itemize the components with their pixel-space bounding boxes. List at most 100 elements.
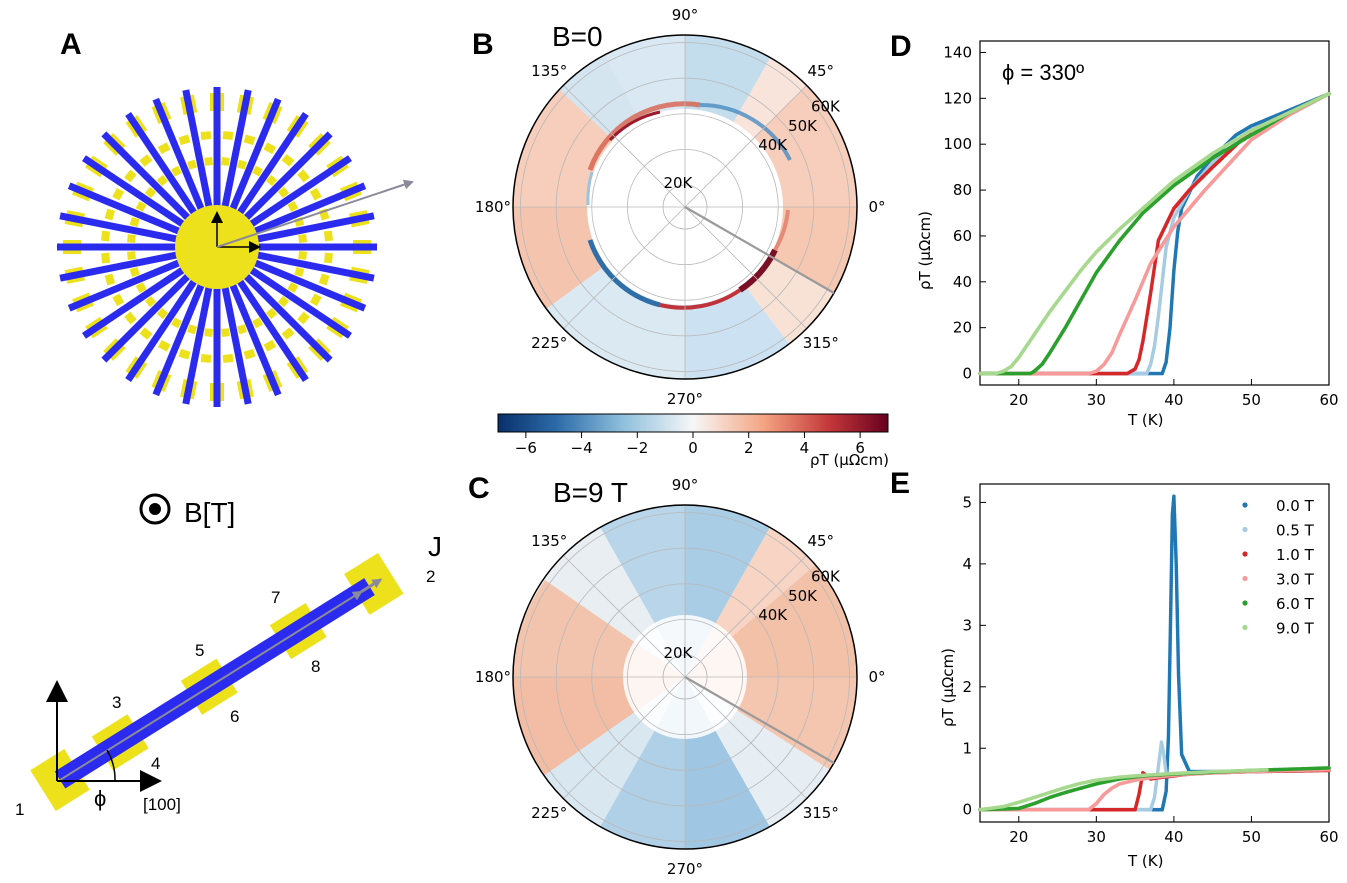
arm-side-pad (277, 295, 290, 308)
data-series-points (978, 767, 1269, 812)
radial-label: 20K (663, 174, 693, 192)
arm-bar (213, 87, 221, 217)
arm-bar (247, 243, 377, 251)
plot-d-annotation: ϕ = 330º (1002, 60, 1084, 85)
arm-side-pad (221, 328, 230, 337)
polar-spoke (563, 206, 686, 329)
arm-side-pad (171, 165, 182, 177)
cut-line (684, 676, 835, 764)
polar-spoke (684, 85, 807, 208)
radial-label: 40K (758, 136, 788, 154)
arm-side-pad (124, 311, 137, 325)
angle-phi-label: ϕ (94, 786, 106, 811)
panel-c-title: B=9 T (553, 477, 628, 508)
arm-bar (235, 265, 333, 363)
arm-bar (245, 212, 375, 245)
arm-side-pad (243, 134, 256, 146)
arm-side-pad (144, 186, 157, 199)
radial-label: 50K (788, 117, 818, 135)
contact-number-1: 1 (15, 800, 24, 819)
colorbar-tick-label: 4 (800, 439, 810, 457)
plot-e: T (K) ρT (μΩcm) 20 30 40 50 60 0 1 2 3 4 5 0.0 T 0.5… (939, 483, 1339, 870)
radial-arm (243, 181, 367, 239)
arm-side-pad (101, 252, 111, 264)
arm-bar (225, 97, 282, 221)
arm-bar (239, 260, 352, 339)
arm-bar (213, 277, 221, 407)
polar-outer-ring (512, 34, 858, 380)
arm-bar (243, 255, 367, 312)
arm-side-pad (139, 154, 153, 167)
radial-arm (101, 131, 199, 229)
polar-spoke (684, 555, 807, 678)
y-tick-label: 80 (953, 181, 972, 199)
arm-side-pad (297, 169, 310, 183)
radial-arm (125, 112, 204, 225)
arm-side-pad (112, 187, 125, 201)
data-series-points (978, 91, 1331, 376)
radial-label: 20K (663, 644, 693, 662)
angle-label: 315° (803, 334, 839, 352)
plot-e-ylabel: ρT (μΩcm) (939, 648, 957, 727)
angle-label: 270° (667, 390, 703, 408)
y-tick-label: 0 (962, 365, 972, 383)
radial-arm (180, 89, 215, 219)
arm-side-pad (265, 174, 278, 187)
y-tick-label: 120 (943, 89, 972, 107)
arm-side-pad (157, 339, 171, 352)
arm-bar (152, 97, 209, 221)
data-series-points (978, 91, 1331, 376)
polar-spoke (684, 676, 807, 799)
arm-bar (182, 275, 215, 405)
arm-side-pad (236, 159, 247, 170)
radial-arm (101, 265, 199, 363)
contact-number-6: 6 (230, 707, 239, 726)
radial-label: 60K (811, 567, 841, 585)
angle-label: 45° (807, 62, 834, 80)
x-tick-label: 30 (1087, 828, 1106, 846)
contact-number-3: 3 (112, 693, 121, 712)
polar-spoke (563, 676, 686, 799)
arm-bar (59, 249, 189, 282)
axis-100-label: [100] (143, 795, 181, 814)
plot-frame (979, 40, 1330, 386)
radial-arm (67, 255, 191, 313)
arm-bar (225, 273, 282, 397)
arm-side-pad (171, 317, 182, 329)
arm-side-pad (237, 324, 247, 335)
arm-side-pad (127, 234, 136, 243)
field-symbol-icon (139, 493, 171, 525)
arm-side-pad (156, 174, 169, 187)
radial-arm (230, 112, 309, 225)
arm-bar (59, 212, 189, 245)
radial-arm (219, 275, 254, 405)
panel-label-b: B (472, 28, 494, 61)
x-tick-label: 60 (1319, 828, 1338, 846)
legend-label: 3.0 T (1276, 571, 1315, 589)
radial-arm (247, 240, 377, 264)
contact-number-4: 4 (151, 754, 160, 773)
arm-side-pad (277, 186, 290, 199)
arm-side-pad (263, 142, 277, 155)
arm-side-pad (252, 317, 263, 329)
angle-label: 45° (807, 532, 834, 550)
angle-label: 0° (868, 198, 885, 216)
arm-side-pad (200, 131, 212, 141)
arm-bar (230, 269, 309, 382)
x-tick-label: 60 (1319, 391, 1338, 409)
arm-side-pad (309, 293, 322, 307)
legend-marker (1242, 624, 1248, 631)
radial-arm (243, 255, 367, 313)
arm-side-pad (187, 324, 198, 335)
arm-side-pad (252, 165, 263, 177)
radial-arm (230, 269, 309, 382)
legend-label: 6.0 T (1276, 595, 1315, 613)
angle-label: 90° (672, 476, 699, 494)
plot-d: ϕ = 330º T (K) ρT (μΩcm) 20 30 40 50 60 0 20 40… (916, 40, 1339, 429)
data-series-points (978, 91, 1331, 376)
hall-bar-diagram: B[T] J ϕ [100] 1 2 3 4 5 6 7 8 (15, 493, 442, 819)
arm-side-pad (187, 159, 197, 170)
radial-arm (245, 210, 375, 245)
colorbar-tick-label: −2 (626, 439, 648, 457)
angle-label: 180° (475, 198, 511, 216)
